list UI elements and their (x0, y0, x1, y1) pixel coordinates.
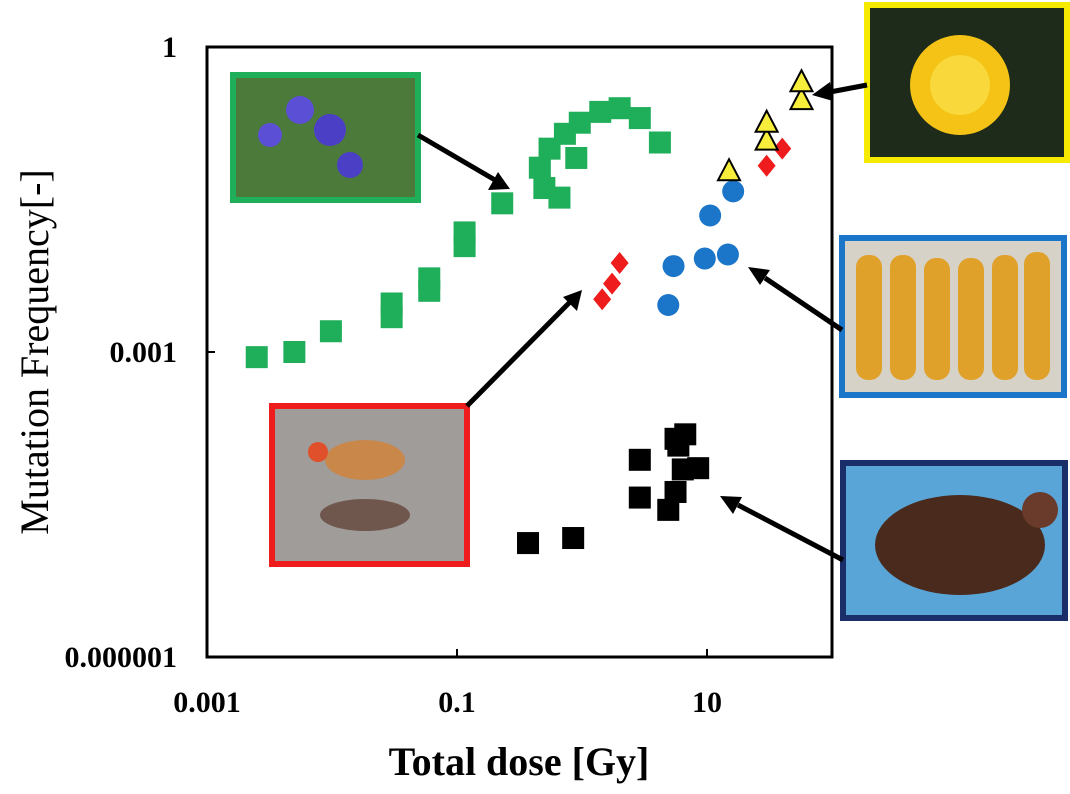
point (246, 346, 268, 368)
point (548, 187, 570, 209)
point (758, 155, 776, 177)
point (687, 457, 709, 479)
point (565, 147, 587, 169)
point (589, 101, 611, 123)
point (665, 481, 687, 503)
photo-mouse (843, 463, 1065, 618)
x-tick-label: 10 (692, 686, 722, 719)
point (603, 273, 621, 295)
point (454, 221, 476, 243)
y-axis-label: Mutation Frequency[-] (12, 169, 57, 534)
point (562, 527, 584, 549)
point (657, 294, 679, 316)
point (722, 180, 744, 202)
photo-drosophila (272, 406, 467, 564)
x-tick-label: 0.1 (438, 686, 476, 719)
point (320, 320, 342, 342)
photo-tradescantia (233, 75, 418, 200)
point (609, 97, 631, 119)
point (663, 255, 685, 277)
photo-corn (842, 238, 1064, 395)
point (529, 157, 551, 179)
point (717, 243, 739, 265)
x-axis-label: Total dose [Gy] (389, 739, 650, 784)
point (756, 111, 778, 132)
point (283, 341, 305, 363)
point (699, 205, 721, 227)
point (629, 107, 651, 129)
y-tick-label: 0.000001 (65, 641, 178, 674)
point (718, 159, 740, 180)
chart: Total dose [Gy] Mutation Frequency[-] 0.… (0, 0, 1070, 794)
photo-chrysanthemum (867, 5, 1067, 160)
point (569, 112, 591, 134)
point (665, 428, 687, 450)
point (629, 487, 651, 509)
y-tick-label: 1 (162, 31, 177, 64)
point (649, 131, 671, 153)
point (790, 70, 812, 91)
point (491, 192, 513, 214)
point (517, 532, 539, 554)
y-tick-label: 0.001 (110, 336, 178, 369)
point (629, 449, 651, 471)
point (593, 288, 611, 310)
x-tick-label: 0.001 (173, 686, 241, 719)
point (611, 252, 629, 274)
point (418, 267, 440, 289)
point (381, 292, 403, 314)
point (694, 248, 716, 270)
